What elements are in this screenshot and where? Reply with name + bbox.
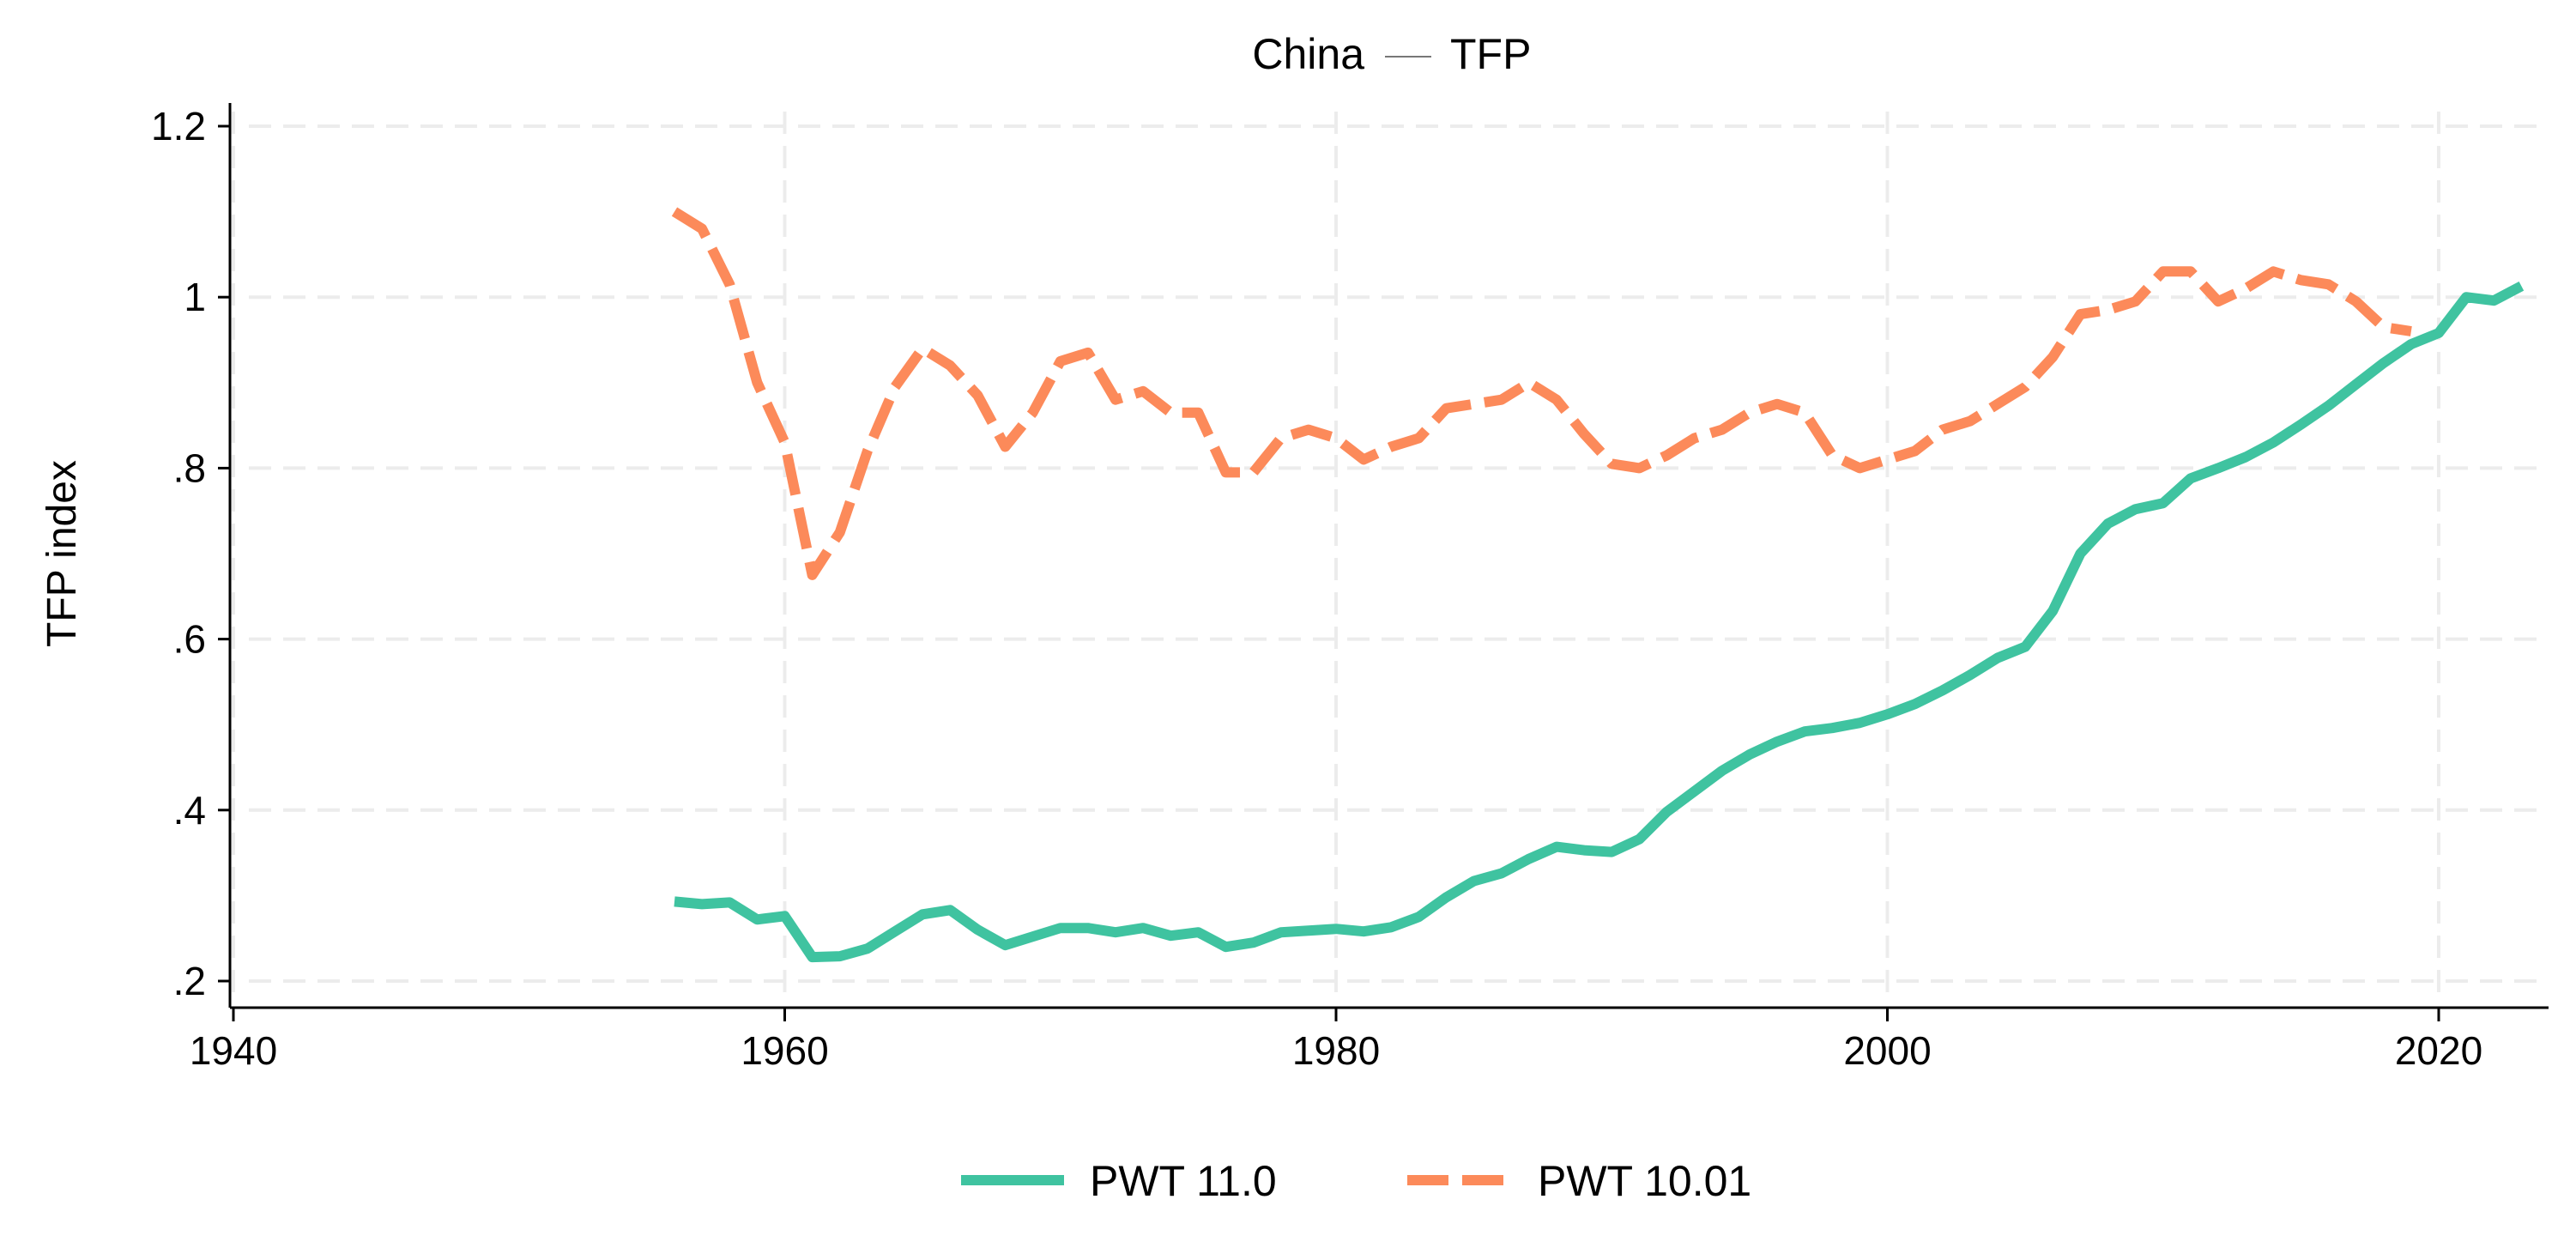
x-tick-label: 2020 (2395, 1028, 2482, 1073)
y-ticks: .2 .4 .6 .8 1 1.2 (151, 104, 230, 1003)
legend-label-pwt-11: PWT 11.0 (1090, 1157, 1277, 1205)
title-country: China (1252, 30, 1364, 78)
legend-item-pwt-1001: PWT 10.01 (1407, 1157, 1751, 1205)
title-variable: TFP (1450, 30, 1531, 78)
legend-item-pwt-11: PWT 11.0 (961, 1157, 1277, 1205)
chart-title: China TFP (1252, 30, 1531, 78)
series-line-pwt-11-0 (674, 281, 2525, 963)
gridlines (232, 112, 2547, 996)
x-tick-label: 1980 (1292, 1028, 1380, 1073)
x-ticks: 1940 1960 1980 2000 2020 (190, 1008, 2482, 1073)
y-tick-label: .2 (173, 959, 206, 1003)
series-line-pwt-10-01 (671, 207, 2412, 580)
y-tick-label: 1 (184, 275, 206, 319)
y-tick-label: .8 (173, 445, 206, 490)
x-tick-label: 2000 (1843, 1028, 1931, 1073)
series-lines (671, 207, 2525, 963)
legend: PWT 11.0 PWT 10.01 (961, 1157, 1751, 1205)
y-axis-label: TFP index (39, 460, 85, 647)
y-tick-label: 1.2 (151, 104, 206, 148)
x-tick-label: 1940 (190, 1028, 277, 1073)
y-tick-label: .4 (173, 788, 206, 833)
y-tick-label: .6 (173, 617, 206, 662)
legend-label-pwt-1001: PWT 10.01 (1538, 1157, 1751, 1205)
x-tick-label: 1960 (741, 1028, 828, 1073)
